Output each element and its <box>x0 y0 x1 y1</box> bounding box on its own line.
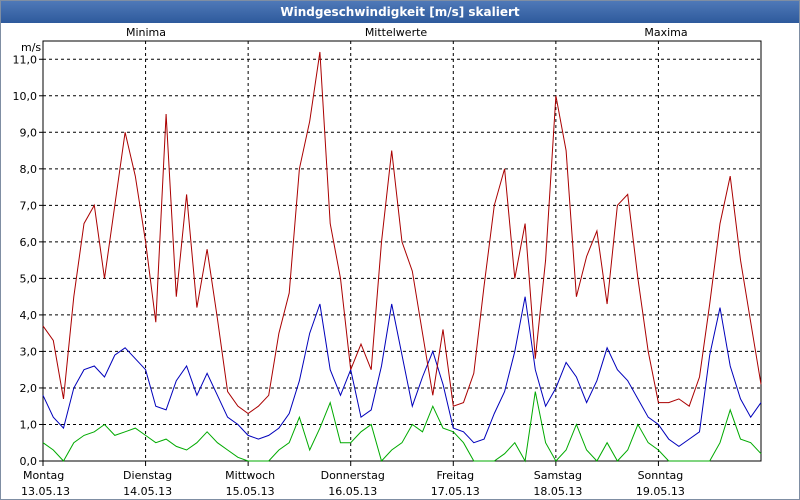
y-tick-label: 11,0 <box>13 53 38 66</box>
y-tick-label: 0,0 <box>20 455 38 468</box>
legend-minima: Minima <box>126 26 166 39</box>
series-mittelwerte-line <box>42 296 762 448</box>
day-name-label: Mittwoch <box>225 469 275 482</box>
y-axis-label: m/s <box>21 41 41 54</box>
day-date-label: 17.05.13 <box>431 485 480 498</box>
day-date-label: 18.05.13 <box>533 485 582 498</box>
window-title: Windgeschwindigkeit [m/s] skaliert <box>1 1 799 23</box>
plot-area <box>42 40 762 462</box>
series-maxima-line <box>42 51 762 415</box>
y-tick-label: 7,0 <box>20 199 38 212</box>
y-tick-label: 6,0 <box>20 236 38 249</box>
day-name-label: Freitag <box>436 469 474 482</box>
day-name-label: Donnerstag <box>321 469 385 482</box>
series-minima-line <box>42 391 762 463</box>
y-tick-label: 9,0 <box>20 126 38 139</box>
y-tick-label: 8,0 <box>20 163 38 176</box>
day-date-label: 14.05.13 <box>123 485 172 498</box>
legend-maxima: Maxima <box>644 26 687 39</box>
day-date-label: 15.05.13 <box>226 485 275 498</box>
y-tick-label: 1,0 <box>20 418 38 431</box>
day-name-label: Sonntag <box>638 469 684 482</box>
day-date-label: 13.05.13 <box>21 485 70 498</box>
day-name-label: Samstag <box>534 469 582 482</box>
y-tick-label: 3,0 <box>20 345 38 358</box>
y-tick-label: 4,0 <box>20 309 38 322</box>
y-tick-label: 5,0 <box>20 272 38 285</box>
legend-mittelwerte: Mittelwerte <box>365 26 428 39</box>
day-date-label: 16.05.13 <box>328 485 377 498</box>
day-name-label: Dienstag <box>123 469 172 482</box>
y-tick-label: 2,0 <box>20 382 38 395</box>
wind-speed-chart: 0,0 1,0 2,0 3,0 4,0 5,0 6,0 7,0 8,0 9,0 10,0 11,0m/… <box>13 26 762 498</box>
day-name-label: Montag <box>23 469 64 482</box>
day-date-label: 19.05.13 <box>636 485 685 498</box>
y-tick-label: 10,0 <box>13 90 38 103</box>
